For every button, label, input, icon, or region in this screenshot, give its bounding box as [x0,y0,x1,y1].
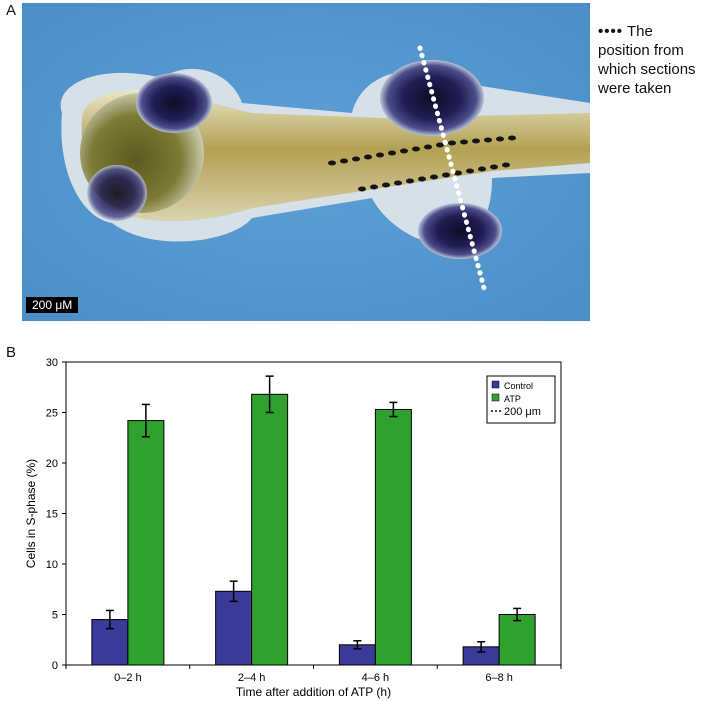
y-axis-label: Cells in S-phase (%) [24,459,38,568]
bar-atp [498,614,536,666]
x-tick-label: 4–6 h [362,672,390,684]
y-tick-label: 10 [46,559,58,571]
y-tick-label: 0 [52,660,58,672]
y-tick-label: 20 [46,458,58,470]
x-tick-label: 0–2 h [114,672,142,684]
x-axis-label: Time after addition of ATP (h) [236,685,391,699]
bar-control [215,590,253,666]
embryo-image [22,3,590,321]
bar-atp [251,393,289,666]
panel-a-letter: A [6,2,17,19]
y-tick-label: 15 [46,509,58,521]
section-line-annotation: •••• The position from which sections wer… [598,22,706,98]
legend-label: 200 μm [504,406,541,418]
legend-swatch [491,380,500,389]
dotted-line-marker: •••• [598,23,624,40]
x-tick-label: 2–4 h [238,672,266,684]
scale-bar-label: 200 μM [26,297,79,313]
legend-label: Control [504,381,533,391]
y-tick-label: 25 [46,408,58,420]
bar-chart: 0 5 10 15 20 25 30 0–2 h 2–4 h 4–6 h 6–8 h Time aft… [24,357,562,699]
legend-label: ATP [504,394,521,404]
bar-atp [127,420,165,666]
panel-b-letter: B [6,344,17,361]
bar-atp [374,408,412,666]
y-tick-label: 5 [52,610,58,622]
legend-swatch [491,393,500,402]
x-tick-label: 6–8 h [485,672,513,684]
annotation-text: The position from which sections were ta… [598,23,696,97]
embryo-photograph: 200 μM [22,3,590,321]
y-tick-label: 30 [46,357,58,369]
